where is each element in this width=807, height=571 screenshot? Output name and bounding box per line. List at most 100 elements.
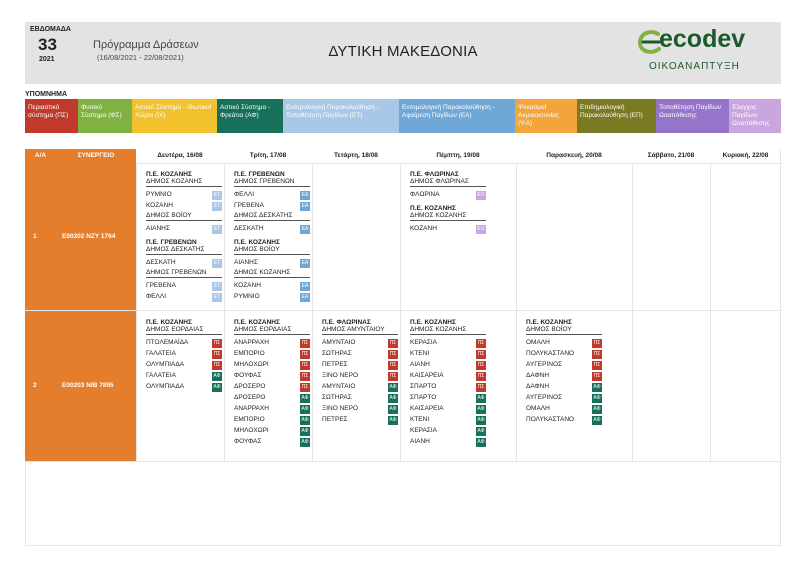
row-partner-cell (25, 163, 136, 310)
legend-item: Αστικό Σύστημα - Ιδιωτικοί Χώροι (ΙΧ) (132, 99, 217, 133)
location-entry: ΓΑΛΑΤΕΙΑ ΠΣ (146, 349, 222, 360)
activity-tag: ΠΣ (212, 350, 222, 359)
activity-tag: ΑΦ (592, 383, 602, 392)
column-divider (224, 163, 225, 461)
location-entry: ΑΝΑΡΡΑΧΗ ΠΣ (234, 338, 310, 349)
activity-tag: ΕΤ (212, 202, 222, 211)
row-partner-code: E00203 NIB 7895 (62, 382, 114, 389)
activity-tag: ΠΣ (388, 372, 398, 381)
row-partner-cell (25, 311, 136, 461)
day-cell: Π.Ε. ΚΟΖΑΝΗΣ ΔΗΜΟΣ ΕΟΡΔΑΙΑΣ ΑΝΑΡΡΑΧΗ ΠΣ ΕΜΠΟ… (234, 319, 310, 448)
location-name: ΑΜΥΝΤΑΙΟ (322, 339, 356, 346)
column-header-partner: ΣΥΝΕΡΓΕΙΟ (56, 149, 136, 163)
location-name: ΚΟΖΑΝΗ (146, 202, 173, 209)
column-header-day: Παρασκευή, 20/08 (546, 152, 602, 159)
location-entry: ΦΟΥΦΑΣ ΠΣ (234, 371, 310, 382)
location-entry: ΑΜΥΝΤΑΙΟ ΠΣ (322, 338, 398, 349)
activity-tag: ΠΣ (592, 361, 602, 370)
location-entry: ΓΑΛΑΤΕΙΑ ΑΦ (146, 371, 222, 382)
activity-tag: ΕΤ (212, 259, 222, 268)
location-entry: ΣΠΑΡΤΟ ΠΣ (410, 382, 486, 393)
location-entry: ΕΜΠΟΡΙΟ ΑΦ (234, 415, 310, 426)
location-name: ΓΡΕΒΕΝΑ (146, 282, 176, 289)
activity-tag: ΑΦ (388, 416, 398, 425)
column-header-day: Κυριακή, 22/08 (722, 152, 769, 159)
location-name: ΦΟΥΦΑΣ (234, 372, 262, 379)
legend-item: Φυσικό Σύστημα (ΦΣ) (78, 99, 132, 133)
location-name: ΠΟΛΥΚΑΣΤΑΝΟ (526, 416, 575, 423)
location-entry: ΚΤΕΝΙ ΠΣ (410, 349, 486, 360)
prefecture-title: Π.Ε. ΚΟΖΑΝΗΣ (410, 319, 456, 326)
municipality-title: ΔΗΜΟΣ ΒΟΪΟΥ (526, 326, 602, 335)
activity-tag: ΑΦ (476, 405, 486, 414)
location-entry: ΔΑΦΝΗ ΠΣ (526, 371, 602, 382)
municipality-title: ΔΗΜΟΣ ΚΟΖΑΝΗΣ (410, 212, 486, 221)
location-name: ΚΤΕΝΙ (410, 350, 430, 357)
location-name: ΟΜΑΛΗ (526, 405, 550, 412)
municipality-title: ΔΗΜΟΣ ΕΟΡΔΑΙΑΣ (234, 326, 310, 335)
location-entry: ΚΕΡΑΣΙΑ ΑΦ (410, 426, 486, 437)
schedule-table (25, 149, 781, 546)
row-number: 2 (33, 382, 37, 389)
location-name: ΦΛΩΡΙΝΑ (410, 191, 440, 198)
location-entry: ΑΙΑΝΗ ΑΦ (410, 437, 486, 448)
activity-tag: ΠΣ (300, 361, 310, 370)
location-name: ΓΡΕΒΕΝΑ (234, 202, 264, 209)
location-entry: ΚΑΙΣΑΡΕΙΑ ΑΦ (410, 404, 486, 415)
activity-tag: ΑΦ (592, 394, 602, 403)
location-name: ΔΕΣΚΑΤΗ (234, 225, 264, 232)
activity-tag: ΕΤ (212, 282, 222, 291)
legend-title: ΥΠΟΜΝΗΜΑ (25, 91, 67, 98)
location-name: ΜΗΛΟΧΩΡΙ (234, 427, 269, 434)
column-header-aa: Α/Α (25, 149, 56, 163)
activity-tag: ΠΣ (476, 361, 486, 370)
activity-tag: ΕΑ (300, 225, 310, 234)
prefecture-title: Π.Ε. ΚΟΖΑΝΗΣ (410, 205, 456, 212)
legend: Περιαστικό σύστημα (ΠΣ) Φυσικό Σύστημα (Φ… (25, 99, 781, 133)
location-name: ΚΑΙΣΑΡΕΙΑ (410, 372, 444, 379)
location-name: ΑΝΑΡΡΑΧΗ (234, 405, 269, 412)
activity-tag: ΑΦ (300, 438, 310, 447)
location-entry: ΔΑΦΝΗ ΑΦ (526, 382, 602, 393)
location-name: ΞΙΝΟ ΝΕΡΟ (322, 405, 359, 412)
location-name: ΚΟΖΑΝΗ (234, 282, 261, 289)
prefecture-title: Π.Ε. ΦΛΩΡΙΝΑΣ (322, 319, 371, 326)
municipality-title: ΔΗΜΟΣ ΒΟΪΟΥ (146, 212, 222, 221)
location-entry: ΔΡΟΣΕΡΟ ΠΣ (234, 382, 310, 393)
municipality-title: ΔΗΜΟΣ ΦΛΩΡΙΝΑΣ (410, 178, 486, 187)
ecodev-logo: ecodev ΟΙΚΟΑΝΑΠΤΥΞΗ (635, 25, 775, 81)
logo-wordmark: ecodev (659, 25, 746, 53)
activity-tag: ΕΟ (476, 191, 486, 200)
activity-tag: ΑΦ (592, 416, 602, 425)
location-entry: ΠΕΤΡΕΣ ΠΣ (322, 360, 398, 371)
location-name: ΣΩΤΗΡΑΣ (322, 350, 352, 357)
activity-tag: ΑΦ (300, 427, 310, 436)
activity-tag: ΑΦ (476, 416, 486, 425)
column-header-day: Τετάρτη, 18/08 (334, 152, 378, 159)
location-entry: ΑΙΑΝΗ ΠΣ (410, 360, 486, 371)
column-divider (400, 163, 401, 461)
location-name: ΡΥΜΝΙΟ (146, 191, 172, 198)
row-partner-code: E00202 NZY 1764 (62, 232, 116, 240)
municipality-title: ΔΗΜΟΣ ΚΟΖΑΝΗΣ (146, 178, 222, 187)
location-entry: ΚΟΖΑΝΗ ΕΤ (146, 201, 222, 212)
prefecture-title: Π.Ε. ΓΡΕΒΕΝΩΝ (234, 171, 285, 178)
location-name: ΞΙΝΟ ΝΕΡΟ (322, 372, 359, 379)
municipality-title: ΔΗΜΟΣ ΒΟΪΟΥ (234, 246, 310, 255)
location-name: ΣΠΑΡΤΟ (410, 394, 437, 401)
location-entry: ΜΗΛΟΧΩΡΙ ΠΣ (234, 360, 310, 371)
activity-tag: ΕΤ (212, 293, 222, 302)
activity-tag: ΕΤ (212, 191, 222, 200)
prefecture-title: Π.Ε. ΚΟΖΑΝΗΣ (526, 319, 572, 326)
activity-tag: ΑΦ (388, 394, 398, 403)
location-entry: ΔΕΣΚΑΤΗ ΕΑ (234, 224, 310, 235)
day-cell: Π.Ε. ΦΛΩΡΙΝΑΣ ΔΗΜΟΣ ΦΛΩΡΙΝΑΣ ΦΛΩΡΙΝΑ ΕΟ Π.Ε.… (410, 171, 486, 235)
location-name: ΓΑΛΑΤΕΙΑ (146, 350, 176, 357)
column-header-day: Τρίτη, 17/08 (249, 152, 287, 159)
page-header: ΕΒΔΟΜΑΔΑ 33 2021 Πρόγραμμα Δράσεων (16/0… (25, 22, 781, 84)
location-entry: ΑΙΑΝΗΣ ΕΤ (146, 224, 222, 235)
activity-tag: ΕΑ (300, 191, 310, 200)
activity-tag: ΠΣ (592, 339, 602, 348)
row-divider (25, 163, 781, 164)
row-divider (25, 461, 781, 462)
